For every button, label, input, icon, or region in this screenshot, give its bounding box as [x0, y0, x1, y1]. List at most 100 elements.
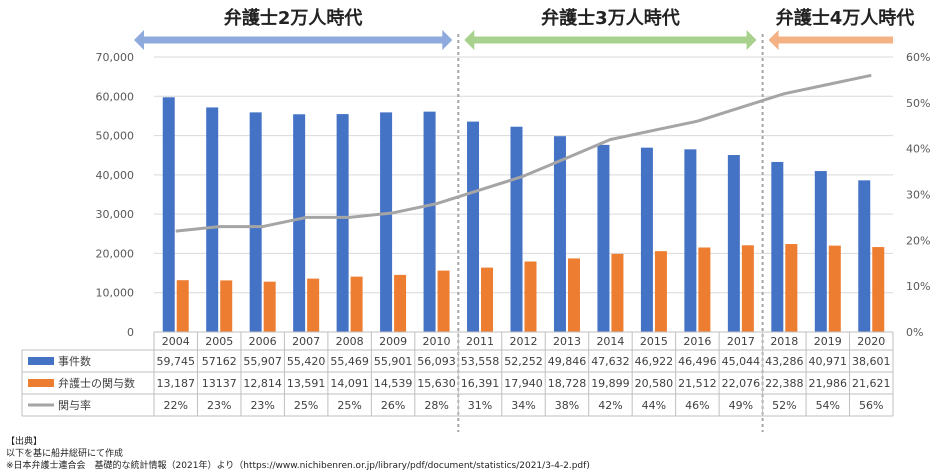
data-label: 43,286 — [765, 355, 804, 368]
y-left-tick-label: 70,000 — [96, 51, 135, 64]
data-label: 15,630 — [417, 377, 456, 390]
data-label: 45,044 — [722, 355, 761, 368]
data-label: 23% — [207, 399, 231, 412]
bar-cases — [423, 111, 436, 332]
bar-lawyer-involvement — [307, 278, 320, 332]
bar-cases — [336, 114, 349, 332]
line-involvement-rate — [175, 73, 872, 233]
category-label: 2009 — [379, 335, 407, 348]
bar-cases — [467, 121, 480, 333]
data-label: 21,512 — [678, 377, 717, 390]
bar-cases — [771, 161, 784, 332]
category-label: 2008 — [336, 335, 364, 348]
era-arrow — [134, 30, 453, 50]
bar-cases — [858, 180, 871, 332]
bar-lawyer-involvement — [872, 247, 885, 332]
bar-lawyer-involvement — [350, 276, 363, 332]
y-right-tick-label: 30% — [906, 189, 930, 202]
data-label: 52% — [772, 399, 796, 412]
data-label: 14,091 — [330, 377, 369, 390]
category-label: 2016 — [683, 335, 711, 348]
bar-lawyer-involvement — [437, 270, 450, 332]
bar-lawyer-involvement — [611, 253, 624, 332]
data-label: 44% — [642, 399, 666, 412]
bar-lawyer-involvement — [220, 280, 233, 332]
y-left-tick-label: 10,000 — [96, 287, 135, 300]
data-label: 13,187 — [156, 377, 195, 390]
category-label: 2020 — [857, 335, 885, 348]
legend-label: 事件数 — [58, 355, 91, 368]
bar-lawyer-involvement — [263, 281, 276, 332]
bar-cases — [553, 136, 566, 332]
data-label: 54% — [816, 399, 840, 412]
data-label: 13,591 — [287, 377, 326, 390]
data-label: 56% — [859, 399, 883, 412]
data-label: 56,093 — [417, 355, 456, 368]
category-label: 2012 — [510, 335, 538, 348]
legend-label: 関与率 — [58, 398, 91, 412]
category-label: 2018 — [770, 335, 798, 348]
bar-lawyer-involvement — [176, 280, 189, 332]
y-right-tick-label: 60% — [906, 51, 930, 64]
data-label: 59,745 — [156, 355, 195, 368]
data-label: 42% — [598, 399, 622, 412]
bar-lawyer-involvement — [785, 244, 798, 332]
data-label: 46,496 — [678, 355, 717, 368]
y-right-tick-label: 0% — [906, 326, 923, 339]
bar-cases — [640, 147, 653, 332]
data-label: 14,539 — [374, 377, 413, 390]
lawyer-cases-chart: 0 10,000 20,000 30,000 40,000 50,000 60,000 70,… — [21, 7, 930, 432]
y-left-tick-label: 30,000 — [96, 208, 135, 221]
data-label: 12,814 — [243, 377, 282, 390]
data-label: 22,076 — [722, 377, 761, 390]
data-label: 55,907 — [243, 355, 282, 368]
data-label: 55,420 — [287, 355, 326, 368]
category-label: 2014 — [596, 335, 624, 348]
data-label: 22% — [164, 399, 188, 412]
y-right-tick-label: 40% — [906, 143, 930, 156]
legend-label: 弁護士の関与数 — [58, 376, 135, 390]
bar-lawyer-involvement — [698, 247, 711, 332]
y-right-tick-label: 10% — [906, 280, 930, 293]
data-label: 47,632 — [591, 355, 630, 368]
data-label: 55,469 — [330, 355, 369, 368]
data-label: 18,728 — [548, 377, 587, 390]
data-label: 16,391 — [461, 377, 500, 390]
data-label: 26% — [381, 399, 405, 412]
y-left-tick-label: 60,000 — [96, 90, 135, 103]
category-label: 2013 — [553, 335, 581, 348]
source-note-2: ※日本弁護士連合会 基礎的な統計情報（2021年）より（https://www.… — [6, 461, 590, 471]
data-label: 13137 — [202, 377, 237, 390]
bar-lawyer-involvement — [741, 245, 754, 332]
category-label: 2004 — [162, 335, 190, 348]
data-label: 38,601 — [852, 355, 891, 368]
era-title: 弁護士4万人時代 — [776, 7, 915, 29]
y-left-tick-label: 0 — [127, 326, 134, 339]
category-label: 2010 — [423, 335, 451, 348]
bar-cases — [727, 155, 740, 332]
data-label: 53,558 — [461, 355, 500, 368]
category-label: 2005 — [205, 335, 233, 348]
era-title: 弁護士3万人時代 — [541, 7, 680, 29]
data-label: 28% — [424, 399, 448, 412]
bar-lawyer-involvement — [654, 251, 667, 332]
data-label: 55,901 — [374, 355, 413, 368]
category-label: 2017 — [727, 335, 755, 348]
category-label: 2006 — [249, 335, 277, 348]
era-arrow — [768, 30, 893, 50]
bar-lawyer-involvement — [828, 245, 841, 332]
y-left-tick-label: 50,000 — [96, 130, 135, 143]
source-heading: 【出典】 — [6, 437, 43, 447]
category-label: 2011 — [466, 335, 494, 348]
era-title: 弁護士2万人時代 — [224, 7, 363, 29]
category-label: 2007 — [292, 335, 320, 348]
bar-lawyer-involvement — [567, 258, 580, 332]
data-label: 46% — [685, 399, 709, 412]
y-left-tick-label: 20,000 — [96, 247, 135, 260]
legend-key — [28, 379, 54, 387]
data-label: 46,922 — [635, 355, 674, 368]
data-label: 31% — [468, 399, 492, 412]
data-label: 20,580 — [635, 377, 674, 390]
category-label: 2015 — [640, 335, 668, 348]
bar-cases — [293, 114, 306, 333]
